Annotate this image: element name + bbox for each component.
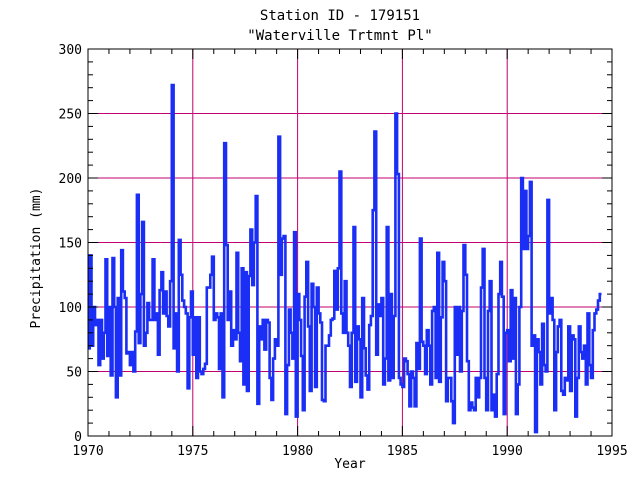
chart-title-block: Station ID - 179151 "Waterville Trtmnt P… (247, 8, 432, 44)
tick-marks (87, 48, 613, 437)
y-tick-label-50: 50 (66, 366, 82, 381)
chart-subtitle: "Waterville Trtmnt Pl" (247, 28, 432, 44)
x-tick-label-1970: 1970 (72, 444, 103, 459)
x-tick-label-1980: 1980 (282, 444, 313, 459)
y-tick-label-0: 0 (74, 430, 82, 445)
y-tick-label-150: 150 (59, 237, 82, 252)
tick-labels: 1970 1975 1980 1985 1990 1995 0 50 100 150 200 250 3… (59, 43, 628, 459)
y-tick-label-300: 300 (59, 43, 82, 58)
y-tick-label-100: 100 (59, 301, 82, 316)
x-tick-label-1975: 1975 (177, 444, 208, 459)
y-tick-label-250: 250 (59, 108, 82, 123)
y-axis-label: Precipitation (mm) (29, 188, 44, 329)
x-axis-label: Year (334, 457, 365, 472)
series-group (88, 83, 602, 434)
x-tick-label-1995: 1995 (596, 444, 627, 459)
y-tick-label-200: 200 (59, 172, 82, 187)
precipitation-series-line (88, 83, 602, 434)
x-tick-label-1985: 1985 (387, 444, 418, 459)
chart-title: Station ID - 179151 (260, 8, 420, 24)
x-tick-label-1990: 1990 (492, 444, 523, 459)
